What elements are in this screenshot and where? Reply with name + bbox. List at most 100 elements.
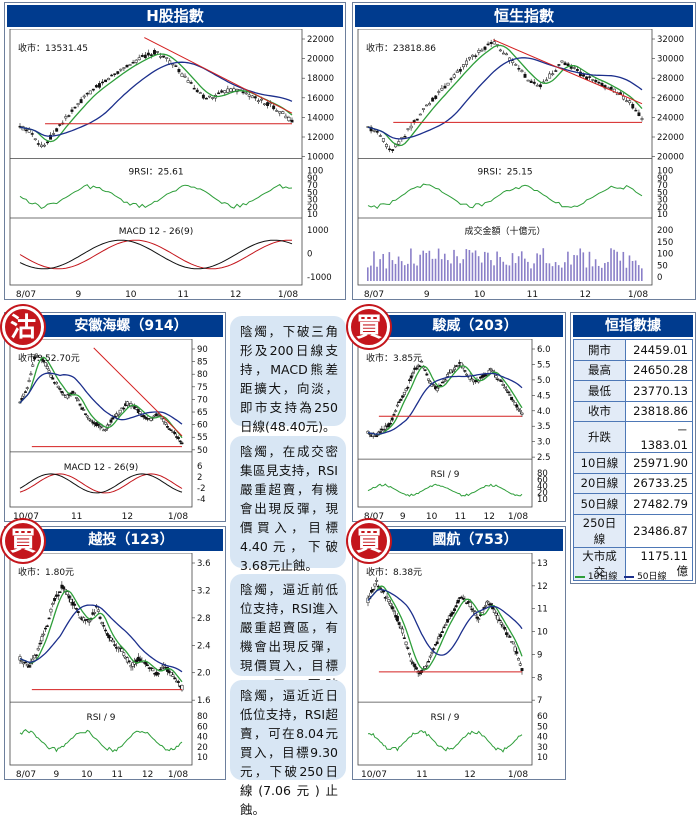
candle-body [494,375,498,379]
candle-body [33,356,37,360]
stats-row: 50日線 27482.79 [573,493,693,515]
candle-body [517,68,521,70]
turnover-bar [462,259,465,281]
turnover-bar [391,260,394,281]
candle-body [70,109,74,112]
stats-value: 1175.11億 [625,546,693,581]
candle-body [409,375,413,379]
rsi-axis-label: 60 [537,712,548,722]
candle-body [435,641,439,645]
candle-body [465,373,469,376]
price-axis-label: 20000 [307,55,334,65]
turnover-bar [585,267,588,281]
candle-body [131,62,135,64]
x-tick-label: 10/07 [361,770,387,779]
candle-body [116,71,120,74]
rsi-axis-label: 10 [537,495,548,505]
price-axis-label: 30000 [657,55,684,65]
candle-body [159,56,163,58]
stats-label: 開市 [573,339,626,361]
chart-panel-203: 駿威（203） 6.0 5.5 5.0 4.5 4.0 3.5 3.0 2.5 收市：3.85元… [352,312,566,522]
turnover-bar [487,252,489,281]
price-axis-label: 70 [197,395,208,405]
rsi-axis-label: 20 [537,489,548,499]
x-tick-label: 10 [81,770,93,779]
candle-body [551,73,555,75]
candle-body [36,648,40,651]
candle-body [111,639,115,643]
rsi-axis-label: 10 [537,753,548,763]
price-axis-label: 3.6 [197,559,211,569]
candle-body [169,429,173,431]
turnover-bar [410,248,412,281]
candle-body [518,663,522,666]
candle-body [42,359,46,363]
x-tick-label: 8/07 [364,290,384,299]
price-axis-label: 5.5 [537,360,551,370]
turnover-bar [604,263,606,281]
stats-label: 250日線 [573,513,626,548]
rsi-axis-label: 30 [657,196,668,206]
candle-body [122,652,126,656]
candle-body [53,598,57,602]
candle-body [189,82,193,84]
sub-axis-label: 100 [657,250,673,260]
stats-label: 20日線 [573,472,626,494]
candle-body [428,381,432,384]
stats-title: 恒指數據 [573,315,693,337]
candle-body [397,141,401,145]
candle-body [62,586,66,590]
candle-body [628,100,632,104]
candle-body [49,608,53,613]
chart-panel-hshares: H股指數 22000 20000 18000 16000 14000 12000 10000… [4,2,346,300]
candle-body [22,393,26,397]
price-axis-label: 10 [537,628,548,638]
turnover-bar [379,259,381,281]
candle-body [520,668,524,672]
candle-body [56,594,60,597]
turnover-bar [394,263,397,281]
price-axis-label: 20000 [657,153,684,163]
candle-body [162,418,166,423]
turnover-bar [524,258,526,281]
candle-body [491,370,495,372]
candle-body [430,651,434,654]
turnover-bar [573,254,575,281]
candle-body [513,646,517,652]
buy-badge: 買 [348,520,390,562]
candle-body [58,591,62,593]
candle-body [47,370,51,373]
turnover-bar [520,251,523,281]
candle-body [428,655,432,658]
turnover-bar [557,265,560,281]
price-axis-label: 22000 [657,133,684,143]
candle-body [135,659,138,664]
candle-body [492,41,496,45]
candle-body [582,74,585,77]
candle-body [146,52,150,56]
candle-body [109,637,113,641]
rsi-axis-label: 40 [197,733,208,743]
price-axis-label: 60 [197,421,208,431]
candle-body [506,391,510,394]
stats-table: 開市 24459.01 最高 24650.28 最低 23770.13 收市 23818.86… [573,339,693,581]
stats-row: 10日線 25971.90 [573,452,693,474]
candle-body [418,113,422,116]
stats-label: 50日線 [573,493,626,515]
sub-axis-label: 6 [197,462,202,472]
candle-body [156,51,159,53]
candle-body [60,390,64,394]
sub-axis-label: -4 [197,495,205,505]
candle-body [160,667,164,669]
turnover-bar [428,250,431,281]
candle-body [511,60,515,64]
turnover-bar [493,265,495,281]
macd-line [19,473,183,494]
candle-body [499,380,503,382]
price-axis-label: 1.6 [197,696,211,706]
candle-body [392,610,396,612]
ma-50-line [19,604,183,673]
candle-body [143,54,147,59]
candle-body [118,646,122,649]
candle-body [409,125,413,129]
